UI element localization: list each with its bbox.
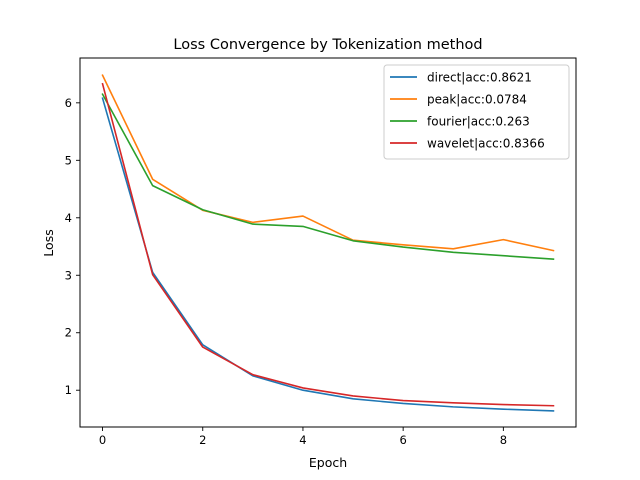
legend-label-2: peak|acc:0.0784 bbox=[427, 93, 527, 107]
series-lines bbox=[101, 74, 555, 412]
series-line-2 bbox=[101, 74, 555, 252]
x-tick-label: 4 bbox=[299, 433, 306, 447]
chart-title: Loss Convergence by Tokenization method bbox=[173, 37, 482, 53]
x-tick-label: 8 bbox=[500, 433, 507, 447]
y-tick-label: 3 bbox=[65, 268, 72, 282]
y-tick-label: 4 bbox=[65, 211, 72, 225]
x-tick-label: 2 bbox=[199, 433, 206, 447]
x-tick-label: 6 bbox=[399, 433, 406, 447]
legend-label-1: direct|acc:0.8621 bbox=[427, 71, 532, 85]
series-line-4 bbox=[101, 82, 555, 407]
series-line-3 bbox=[101, 93, 555, 261]
y-axis-ticks: 1 2 3 4 5 6 bbox=[65, 96, 80, 397]
y-tick-label: 5 bbox=[65, 153, 72, 167]
x-tick-label: 0 bbox=[99, 433, 106, 447]
y-tick-label: 1 bbox=[65, 383, 72, 397]
legend-label-3: fourier|acc:0.263 bbox=[427, 115, 530, 129]
y-tick-label: 6 bbox=[65, 96, 72, 110]
x-axis-ticks: 0 2 4 6 8 bbox=[99, 427, 507, 447]
x-axis-label: Epoch bbox=[309, 455, 347, 470]
y-axis-label: Loss bbox=[41, 229, 56, 256]
legend: direct|acc:0.8621 peak|acc:0.0784 fourier|… bbox=[383, 64, 570, 160]
series-line-1 bbox=[101, 97, 555, 412]
plot-area-frame bbox=[79, 57, 577, 428]
y-tick-label: 2 bbox=[65, 326, 72, 340]
legend-label-4: wavelet|acc:0.8366 bbox=[427, 137, 545, 151]
legend-box bbox=[383, 64, 570, 160]
